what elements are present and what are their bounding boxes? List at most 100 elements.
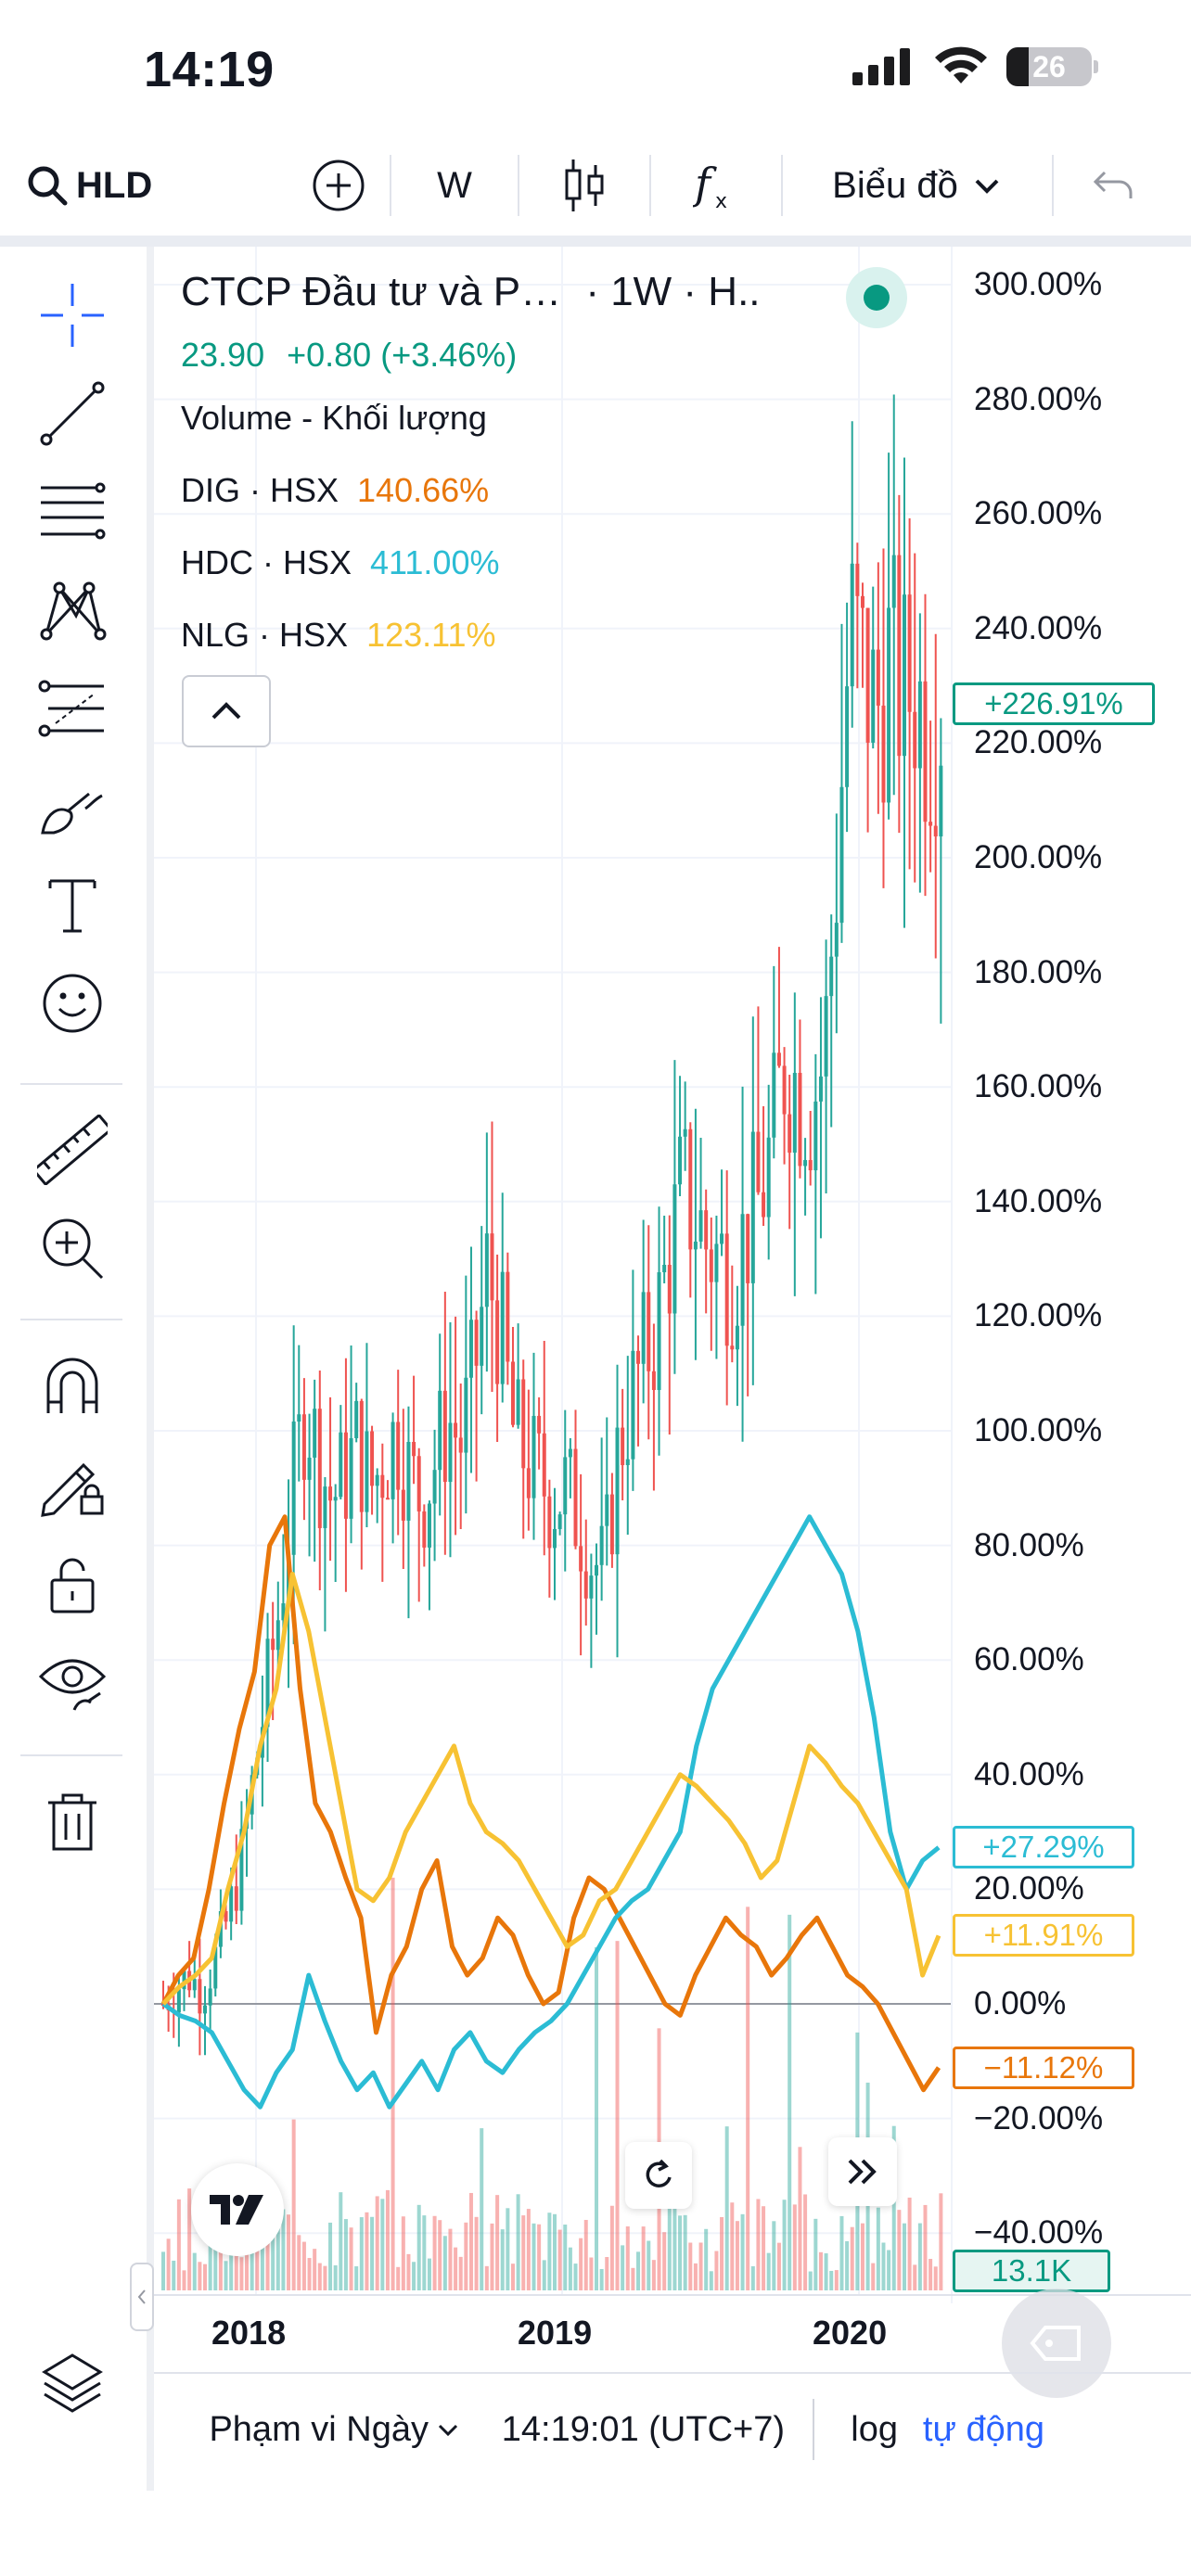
chart-canvas[interactable] [154,247,1191,2303]
market-status-indicator[interactable] [846,267,907,328]
undo-button[interactable] [1054,139,1174,232]
legend-compare-hdc[interactable]: HDC · HSX 411.00% [181,543,499,582]
symbol-search-button[interactable]: HLD [0,139,186,232]
text-tool[interactable] [33,866,111,944]
visibility-tool[interactable] [33,1641,111,1719]
volume-bar [667,2189,672,2290]
candle-body [913,711,917,769]
compare-line[interactable] [161,1514,941,2110]
scroll-to-realtime-button[interactable] [828,2137,897,2206]
chevron-up-icon [211,702,241,720]
remove-drawings-tool[interactable] [33,1782,111,1860]
candle-body [333,1497,338,1501]
volume-bar [176,2199,181,2290]
candle-body [301,1414,306,1480]
price-scale-label: 140.00% [974,1182,1103,1219]
emoji-tool[interactable] [33,964,111,1042]
timezone-time[interactable]: 14:19:01 (UTC+7) [501,2409,785,2449]
candle-body [458,1437,463,1453]
dig-last-badge: −11.12% [953,2046,1134,2089]
price-scale-label: 280.00% [974,380,1103,417]
forecast-tool[interactable] [33,670,111,747]
candle-body [595,1564,599,1576]
crosshair-tool[interactable] [33,276,111,354]
price-tag-icon [1030,2326,1081,2361]
candle-body [349,1437,353,1519]
volume-bar [631,2267,635,2290]
volume-bar [323,2265,327,2290]
volume-bar [468,2192,473,2290]
compare-line[interactable] [161,1572,941,2006]
candle-body [339,1432,343,1498]
volume-bar [818,2251,823,2290]
candle-body [740,1214,745,1326]
fib-retracement-tool[interactable] [33,473,111,551]
volume-bar [917,2223,922,2290]
volume-bar [553,2213,557,2290]
price-tag-button[interactable] [1002,2289,1111,2398]
candle-body [531,1415,536,1498]
reset-icon [646,2159,672,2187]
volume-bar [313,2249,317,2290]
lock-drawings-tool[interactable] [33,1445,111,1523]
forecast-icon [38,680,104,737]
sidebar-separator [20,1754,122,1756]
sidebar-collapse-handle[interactable] [130,2263,154,2331]
legend-volume-label[interactable]: Volume - Khối lượng [181,399,487,437]
candle-body [484,1233,489,1307]
candle-body [583,1571,588,1599]
volume-bar [902,2223,906,2290]
volume-bar [672,2195,677,2290]
layers-icon [42,2353,103,2413]
volume-bar [595,1946,599,2290]
volume-bar [698,2242,703,2290]
volume-bar [824,2253,828,2290]
unlock-tool[interactable] [33,1543,111,1621]
crosshair-icon [41,284,104,347]
candle-body [275,1620,280,1651]
price-scale-label: 60.00% [974,1641,1084,1678]
compare-series-lines[interactable] [160,1514,941,2110]
volume-bar [720,2216,724,2290]
candle-body [735,1325,739,1350]
time-axis-divider [154,2294,1191,2296]
status-icons: 26 [851,46,1098,87]
candle-body [876,649,880,706]
candle-body [891,555,896,608]
date-range-dropdown[interactable]: Phạm vi Ngày [154,2410,460,2450]
volume-bar [850,2226,854,2290]
ruler-tool[interactable] [33,1111,111,1189]
candle-body [647,1292,651,1371]
volume-bar [662,2232,667,2290]
time-axis-label: 2018 [211,2314,287,2352]
pattern-tool[interactable] [33,571,111,649]
chart-layout-dropdown[interactable]: Biểu đồ [783,139,1052,232]
legend-main-row[interactable]: CTCP Đầu tư và P… · 1W · H.. [181,269,761,315]
brush-tool[interactable] [33,768,111,846]
volume-bar [772,2221,776,2290]
legend-compare-nlg[interactable]: NLG · HSX 123.11% [181,616,496,655]
reset-chart-button[interactable] [625,2142,692,2209]
volume-bar [260,2245,264,2290]
magnet-tool[interactable] [33,1346,111,1424]
interval-button[interactable]: W [437,164,472,206]
legend-compare-dig[interactable]: DIG · HSX 140.66% [181,471,489,510]
unlock-icon [50,1558,95,1613]
legend-collapse-button[interactable] [182,675,271,747]
candle-body [281,1603,286,1621]
trend-line-tool[interactable] [33,375,111,453]
zoom-in-tool[interactable] [33,1209,111,1287]
candlestick-icon [565,159,604,211]
compare-line[interactable] [160,1514,941,2093]
auto-scale-toggle[interactable]: tự động [922,2409,1044,2449]
add-compare-button[interactable] [288,139,390,232]
price-scale-label: 200.00% [974,839,1103,875]
chart-style-button[interactable] [519,139,649,232]
log-scale-toggle[interactable]: log [851,2409,898,2449]
tradingview-logo[interactable] [191,2163,284,2256]
object-tree-button[interactable] [33,2342,111,2420]
candle-body [343,1432,348,1519]
add-compare-icon [313,159,365,211]
last-price-badge: +226.91% [953,682,1155,725]
